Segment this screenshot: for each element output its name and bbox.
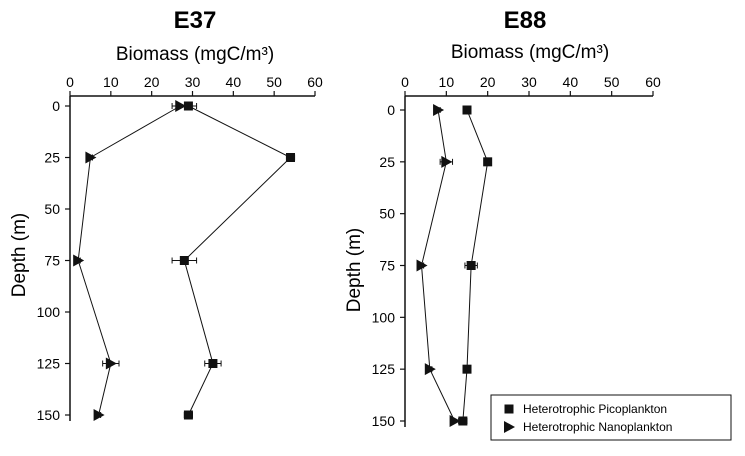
x-tick-label: 30 [521,74,537,90]
data-point-heterotrophic-nanoplankton [175,100,187,112]
y-tick-label: 125 [372,361,396,377]
y-tick-label: 150 [37,407,61,423]
data-point-heterotrophic-picoplankton [179,256,189,265]
panel-e37: E37 Biomass (mgC/m³) Depth (m) 0 10 20 30 40… [9,7,323,423]
x-tick-label: 40 [563,74,579,90]
legend-label: Heterotrophic Nanoplankton [523,420,672,434]
legend-marker [504,421,515,433]
y-tick-label: 150 [372,413,396,429]
y-tick-label: 25 [44,150,60,166]
y-tick-label: 75 [379,258,395,274]
data-point-heterotrophic-picoplankton [466,261,476,270]
x-tick-label: 30 [185,74,201,90]
data-point-heterotrophic-picoplankton [183,410,193,420]
y-tick-label: 75 [44,253,60,269]
data-point-heterotrophic-picoplankton [286,153,295,162]
data-point-heterotrophic-nanoplankton [73,254,85,267]
x-axis-label: Biomass (mgC/m³) [451,42,609,63]
legend-box [490,394,732,441]
y-tick-label: 50 [44,201,60,217]
data-point-heterotrophic-picoplankton [483,157,493,167]
series-line-heterotrophic-picoplankton [183,105,292,416]
data-point-heterotrophic-nanoplankton [416,259,428,272]
x-tick-label: 50 [604,74,620,90]
data-point-heterotrophic-picoplankton [208,359,218,368]
x-tick-label: 60 [645,74,661,90]
y-axis-label: Depth (m) [344,228,365,312]
data-point-heterotrophic-nanoplankton [93,409,105,421]
data-point-heterotrophic-nanoplankton [85,151,97,164]
x-tick-label: 20 [480,74,496,90]
data-point-heterotrophic-nanoplankton [433,104,445,116]
x-tick-label: 0 [66,74,74,90]
data-point-heterotrophic-picoplankton [462,105,472,115]
y-axis-label: Depth (m) [9,213,30,297]
chart-title: E37 [174,7,217,34]
legend-marker [504,404,514,414]
y-tick-label: 125 [37,356,61,372]
y-tick-label: 100 [372,309,396,325]
x-tick-label: 50 [266,74,282,90]
data-point-heterotrophic-nanoplankton [449,415,461,427]
x-tick-label: 10 [103,74,119,90]
x-axis-label: Biomass (mgC/m³) [116,44,274,65]
chart-title: E88 [504,7,547,34]
data-point-heterotrophic-picoplankton [462,364,472,374]
data-point-heterotrophic-nanoplankton [105,357,117,370]
x-tick-label: 10 [439,74,455,90]
y-tick-label: 100 [37,304,61,320]
data-point-heterotrophic-nanoplankton [441,155,453,168]
y-tick-label: 0 [52,98,60,114]
data-point-heterotrophic-picoplankton [458,416,468,426]
x-tick-label: 40 [226,74,242,90]
y-tick-label: 25 [379,154,395,170]
series-line-heterotrophic-nanoplankton [77,105,181,416]
legend-label: Heterotrophic Picoplankton [523,402,667,416]
y-tick-label: 50 [379,206,395,222]
x-tick-label: 0 [401,74,409,90]
data-point-heterotrophic-nanoplankton [424,363,436,376]
x-tick-label: 60 [307,74,323,90]
legend: Heterotrophic Picoplankton Heterotrophic … [490,394,732,441]
y-tick-label: 0 [387,102,395,118]
panel-e88: E88 Biomass (mgC/m³) Depth (m) 0 10 20 30 40… [344,7,661,429]
x-tick-label: 20 [144,74,160,90]
